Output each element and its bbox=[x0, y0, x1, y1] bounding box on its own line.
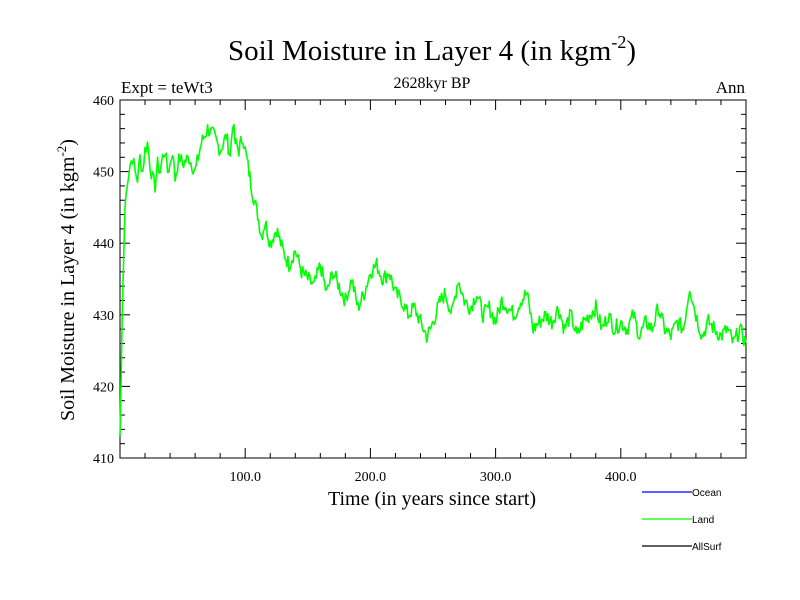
y-tick-label: 450 bbox=[93, 166, 114, 181]
x-tick-label: 300.0 bbox=[480, 470, 512, 485]
legend-label-allsurf: AllSurf bbox=[692, 542, 722, 553]
chart-title-main: Soil Moisture in Layer 4 (in kgm bbox=[228, 35, 612, 67]
axis-ticks bbox=[120, 99, 746, 459]
y-tick-label: 440 bbox=[93, 237, 114, 252]
y-tick-label: 410 bbox=[93, 452, 114, 467]
series-layer bbox=[119, 123, 747, 437]
season-label: Ann bbox=[716, 78, 746, 97]
y-axis-title-close: ) bbox=[57, 139, 79, 146]
series-line-land bbox=[119, 123, 747, 437]
x-tick-label: 200.0 bbox=[355, 470, 387, 485]
y-axis-title-main: Soil Moisture in Layer 4 (in kgm bbox=[57, 156, 79, 421]
y-tick-label: 460 bbox=[93, 94, 114, 109]
axis-tick-labels: 100.0 200.0 300.0 400.0 410 420 430 440 450 460 bbox=[93, 94, 637, 485]
legend-label-ocean: Ocean bbox=[692, 488, 721, 499]
x-tick-label: 100.0 bbox=[229, 470, 261, 485]
chart-title-close: ) bbox=[626, 35, 636, 67]
y-tick-label: 430 bbox=[93, 309, 114, 324]
chart-title-sup: -2 bbox=[611, 32, 626, 52]
chart-title: Soil Moisture in Layer 4 (in kgm-2) bbox=[228, 32, 636, 67]
x-tick-label: 400.0 bbox=[605, 470, 637, 485]
x-axis-title: Time (in years since start) bbox=[328, 488, 536, 510]
legend-label-land: Land bbox=[692, 515, 714, 526]
experiment-label: Expt = teWt3 bbox=[121, 78, 213, 97]
plot-frame bbox=[119, 99, 747, 459]
y-axis-title-sup: -2 bbox=[54, 146, 69, 157]
legend: Ocean Land AllSurf bbox=[642, 488, 722, 553]
y-tick-label: 420 bbox=[93, 380, 114, 395]
y-axis-title: Soil Moisture in Layer 4 (in kgm-2) bbox=[54, 139, 79, 421]
chart-subtitle: 2628kyr BP bbox=[394, 75, 471, 92]
